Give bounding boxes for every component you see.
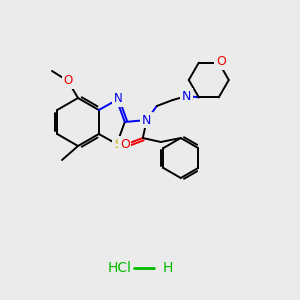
Text: O: O [63, 74, 73, 88]
Text: H: H [163, 261, 173, 275]
Text: S: S [114, 139, 122, 152]
Text: N: N [113, 92, 122, 106]
Text: N: N [182, 89, 191, 103]
Text: HCl: HCl [108, 261, 132, 275]
Text: O: O [216, 55, 226, 68]
Text: O: O [120, 137, 130, 151]
Text: N: N [142, 113, 152, 127]
